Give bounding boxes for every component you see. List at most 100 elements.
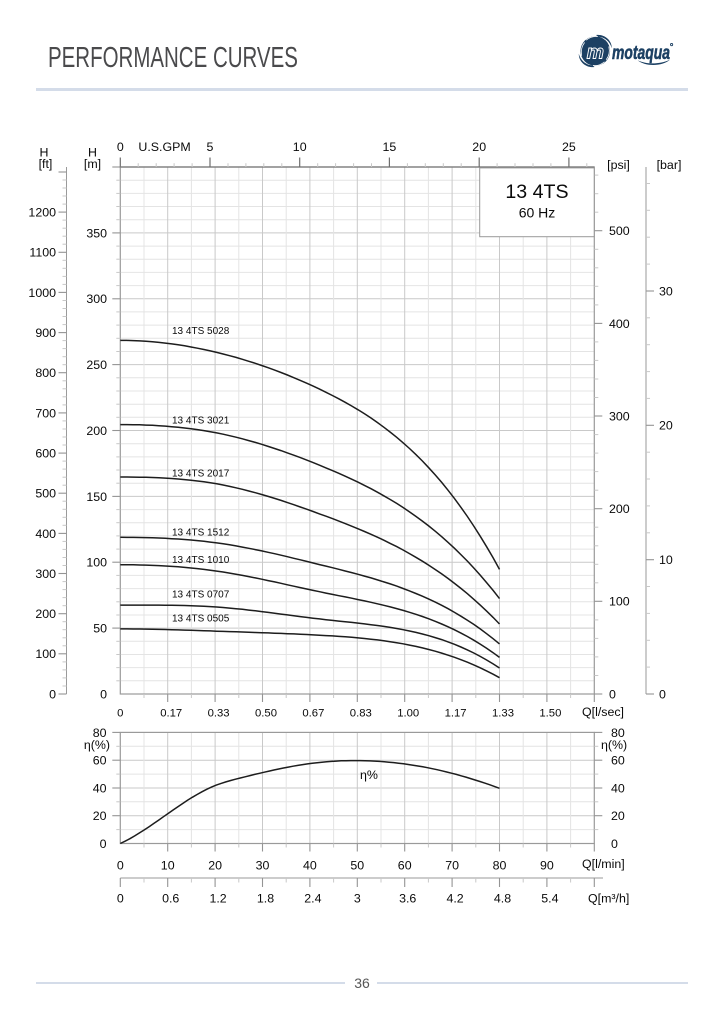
svg-text:[psi]: [psi] <box>607 158 630 172</box>
svg-text:[bar]: [bar] <box>657 158 682 172</box>
svg-text:13 4TS 5028: 13 4TS 5028 <box>172 326 230 337</box>
svg-text:40: 40 <box>93 781 107 795</box>
svg-text:1.33: 1.33 <box>492 708 514 720</box>
svg-text:0: 0 <box>117 892 124 906</box>
svg-text:motaqua: motaqua <box>612 42 670 64</box>
svg-text:1100: 1100 <box>29 246 56 260</box>
svg-text:0.83: 0.83 <box>350 708 372 720</box>
svg-text:50: 50 <box>93 622 107 636</box>
svg-text:20: 20 <box>659 419 673 433</box>
svg-text:[m]: [m] <box>84 157 101 171</box>
svg-text:150: 150 <box>86 490 107 504</box>
svg-text:U.S.GPM: U.S.GPM <box>138 140 190 154</box>
svg-text:10: 10 <box>659 553 673 567</box>
svg-text:5: 5 <box>207 140 214 154</box>
svg-text:m: m <box>587 42 604 64</box>
svg-text:25: 25 <box>562 140 576 154</box>
svg-text:H: H <box>40 146 49 160</box>
svg-text:40: 40 <box>303 858 317 872</box>
svg-text:400: 400 <box>35 527 56 541</box>
svg-text:20: 20 <box>611 809 625 823</box>
svg-text:30: 30 <box>256 858 270 872</box>
svg-text:350: 350 <box>86 226 107 240</box>
svg-text:Q[l/sec]: Q[l/sec] <box>582 705 624 719</box>
svg-text:60: 60 <box>93 754 107 768</box>
svg-text:80: 80 <box>611 726 625 740</box>
svg-text:60: 60 <box>398 858 412 872</box>
svg-text:2.4: 2.4 <box>304 892 321 906</box>
svg-text:0: 0 <box>100 837 107 851</box>
svg-text:0.33: 0.33 <box>208 708 230 720</box>
svg-text:100: 100 <box>86 556 107 570</box>
svg-text:13 4TS: 13 4TS <box>505 181 568 203</box>
svg-text:0: 0 <box>117 858 124 872</box>
svg-text:300: 300 <box>86 292 107 306</box>
svg-text:500: 500 <box>35 487 56 501</box>
svg-text:80: 80 <box>493 858 507 872</box>
svg-text:100: 100 <box>35 647 56 661</box>
svg-text:0.50: 0.50 <box>255 708 277 720</box>
svg-text:20: 20 <box>93 809 107 823</box>
svg-text:13 4TS 1010: 13 4TS 1010 <box>172 555 230 566</box>
svg-text:500: 500 <box>609 224 630 238</box>
svg-text:0: 0 <box>609 687 616 701</box>
svg-text:1000: 1000 <box>28 286 56 300</box>
svg-text:700: 700 <box>35 406 56 420</box>
svg-text:13 4TS 1512: 13 4TS 1512 <box>172 528 230 539</box>
svg-text:η(%): η(%) <box>84 738 110 752</box>
svg-text:0: 0 <box>100 687 107 701</box>
svg-text:100: 100 <box>609 595 630 609</box>
svg-text:60 Hz: 60 Hz <box>519 205 556 221</box>
svg-text:60: 60 <box>611 754 625 768</box>
svg-text:[ft]: [ft] <box>39 157 53 171</box>
svg-text:200: 200 <box>35 607 56 621</box>
svg-text:20: 20 <box>472 140 486 154</box>
svg-text:800: 800 <box>35 366 56 380</box>
svg-text:400: 400 <box>609 317 630 331</box>
svg-text:0: 0 <box>49 687 56 701</box>
svg-text:300: 300 <box>35 567 56 581</box>
svg-text:1.00: 1.00 <box>397 708 419 720</box>
svg-text:Q[l/min]: Q[l/min] <box>582 857 625 871</box>
svg-text:40: 40 <box>611 781 625 795</box>
svg-text:Q[m³/h]: Q[m³/h] <box>588 892 629 906</box>
svg-text:0: 0 <box>117 140 124 154</box>
svg-text:0.17: 0.17 <box>160 708 182 720</box>
svg-text:5.4: 5.4 <box>541 892 558 906</box>
svg-text:η%: η% <box>360 768 378 782</box>
svg-text:0.67: 0.67 <box>302 708 324 720</box>
svg-text:200: 200 <box>609 502 630 516</box>
svg-text:80: 80 <box>93 726 107 740</box>
svg-text:200: 200 <box>86 424 107 438</box>
svg-text:0: 0 <box>611 837 618 851</box>
svg-text:4.2: 4.2 <box>446 892 463 906</box>
svg-text:13 4TS 3021: 13 4TS 3021 <box>172 416 230 427</box>
svg-text:15: 15 <box>383 140 397 154</box>
svg-text:3: 3 <box>354 892 361 906</box>
svg-text:0: 0 <box>659 687 666 701</box>
svg-text:0: 0 <box>117 708 123 720</box>
svg-text:600: 600 <box>35 447 56 461</box>
svg-text:300: 300 <box>609 409 630 423</box>
svg-text:90: 90 <box>540 858 554 872</box>
svg-text:η(%): η(%) <box>601 738 627 752</box>
svg-text:10: 10 <box>293 140 307 154</box>
svg-text:4.8: 4.8 <box>494 892 511 906</box>
svg-text:13 4TS 0505: 13 4TS 0505 <box>172 614 230 625</box>
svg-text:1.8: 1.8 <box>257 892 274 906</box>
svg-text:1200: 1200 <box>28 206 56 220</box>
svg-text:13 4TS 2017: 13 4TS 2017 <box>172 469 230 480</box>
svg-text:1.2: 1.2 <box>209 892 226 906</box>
svg-text:H: H <box>88 146 97 160</box>
svg-text:70: 70 <box>445 858 459 872</box>
svg-text:10: 10 <box>161 858 175 872</box>
svg-text:30: 30 <box>659 284 673 298</box>
svg-text:50: 50 <box>350 858 364 872</box>
svg-text:1.50: 1.50 <box>539 708 561 720</box>
svg-text:900: 900 <box>35 326 56 340</box>
svg-text:250: 250 <box>86 358 107 372</box>
svg-text:3.6: 3.6 <box>399 892 416 906</box>
svg-text:20: 20 <box>208 858 222 872</box>
svg-text:1.17: 1.17 <box>445 708 467 720</box>
svg-text:13 4TS 0707: 13 4TS 0707 <box>172 590 230 601</box>
